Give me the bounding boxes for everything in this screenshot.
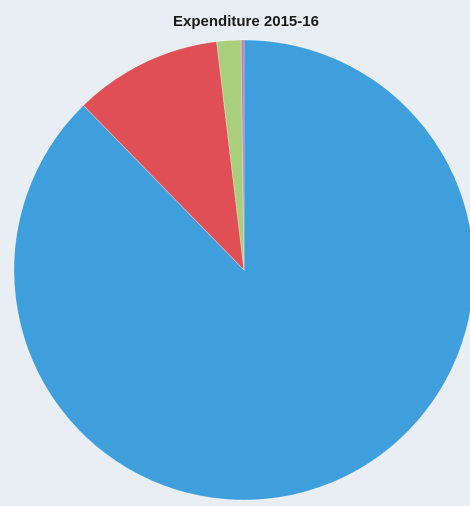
pie-slice [82, 41, 245, 272]
pie-slice [13, 39, 470, 501]
pie-slice [216, 39, 245, 271]
pie-slice [240, 39, 245, 271]
chart-title: Expenditure 2015-16 [173, 13, 319, 30]
